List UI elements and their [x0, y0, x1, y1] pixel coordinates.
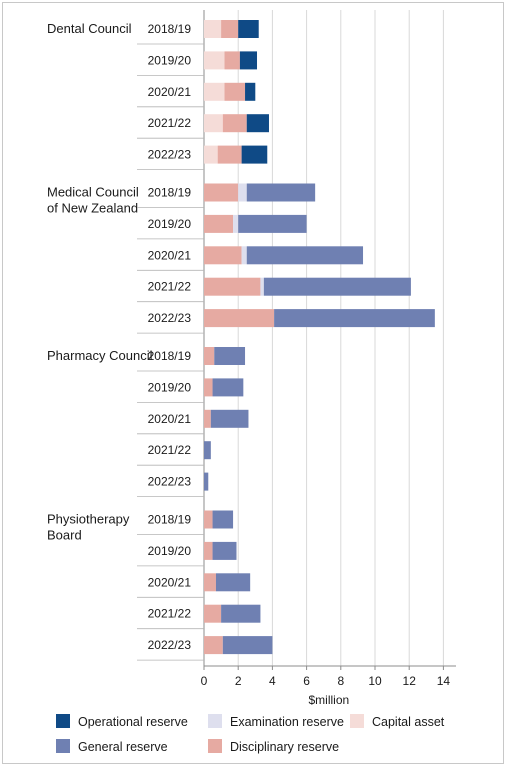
group-label: Dental Council	[47, 21, 132, 36]
bar-segment-capital-asset	[204, 82, 225, 101]
bar-segment-disciplinary-reserve	[204, 636, 223, 655]
bar-segment-operational-reserve	[238, 20, 259, 38]
legend-label: Disciplinary reserve	[230, 740, 339, 754]
bar-segment-capital-asset	[204, 20, 222, 38]
year-label: 2021/22	[148, 116, 192, 130]
bar-segment-disciplinary-reserve	[204, 246, 242, 265]
bar-segment-examination-reserve	[238, 183, 247, 202]
bar-segment-disciplinary-reserve	[204, 183, 239, 202]
bar-segment-examination-reserve	[260, 277, 264, 296]
bar-segment-disciplinary-reserve	[221, 20, 239, 38]
bar-segment-general-reserve	[212, 541, 237, 560]
legend-label: Examination reserve	[230, 715, 344, 729]
bar-segment-capital-asset	[204, 114, 223, 133]
year-label: 2019/20	[148, 380, 192, 394]
bar-segment-disciplinary-reserve	[217, 145, 242, 164]
group-label: Board	[47, 528, 82, 543]
bar-segment-disciplinary-reserve	[222, 114, 247, 133]
x-tick-label: 12	[403, 674, 417, 688]
legend-swatch-general-reserve	[56, 739, 70, 753]
legend-label: General reserve	[78, 740, 168, 754]
bar-segment-general-reserve	[263, 277, 411, 296]
year-label: 2019/20	[148, 53, 192, 67]
year-label: 2020/21	[148, 412, 192, 426]
bar-segment-disciplinary-reserve	[224, 82, 246, 101]
bar-segment-operational-reserve	[245, 82, 256, 101]
year-label: 2021/22	[148, 443, 192, 457]
bar-segment-general-reserve	[246, 183, 316, 202]
bar-segment-operational-reserve	[246, 114, 269, 133]
bar-segment-examination-reserve	[233, 214, 239, 233]
legend-label: Operational reserve	[78, 715, 188, 729]
bar-segment-operational-reserve	[241, 145, 268, 164]
bar-segment-operational-reserve	[239, 51, 258, 70]
bar-segment-general-reserve	[215, 573, 251, 592]
bar-segment-general-reserve	[204, 441, 211, 460]
group-label: Physiotherapy	[47, 512, 130, 527]
bar-segment-disciplinary-reserve	[204, 409, 211, 428]
bar-segment-capital-asset	[204, 51, 225, 70]
bar-segment-disciplinary-reserve	[204, 214, 234, 233]
bar-segment-disciplinary-reserve	[204, 604, 222, 623]
year-label: 2022/23	[148, 475, 192, 489]
year-label: 2022/23	[148, 638, 192, 652]
year-label: 2018/19	[148, 186, 192, 200]
year-label: 2021/22	[148, 280, 192, 294]
x-tick-label: 6	[303, 674, 310, 688]
legend-swatch-capital-asset	[350, 714, 364, 728]
bar-segment-disciplinary-reserve	[204, 541, 213, 560]
group-label: Medical Council	[47, 185, 139, 200]
bar-segment-disciplinary-reserve	[204, 277, 261, 296]
bar-segment-disciplinary-reserve	[204, 573, 216, 592]
bar-segment-general-reserve	[214, 347, 246, 365]
year-label: 2022/23	[148, 148, 192, 162]
year-label: 2018/19	[148, 349, 192, 363]
x-tick-label: 4	[269, 674, 276, 688]
year-label: 2018/19	[148, 22, 192, 36]
year-label: 2019/20	[148, 217, 192, 231]
year-label: 2020/21	[148, 85, 192, 99]
bar-segment-disciplinary-reserve	[204, 309, 275, 328]
x-tick-label: 8	[337, 674, 344, 688]
bar-segment-disciplinary-reserve	[224, 51, 240, 70]
year-label: 2020/21	[148, 248, 192, 262]
bar-segment-examination-reserve	[241, 246, 247, 265]
x-axis-title: $million	[308, 693, 349, 707]
bar-segment-capital-asset	[204, 145, 218, 164]
year-label: 2020/21	[148, 575, 192, 589]
bar-segment-disciplinary-reserve	[204, 378, 213, 397]
bar-segment-general-reserve	[246, 246, 364, 265]
year-label: 2018/19	[148, 513, 192, 527]
year-label: 2021/22	[148, 607, 192, 621]
bar-segment-general-reserve	[204, 472, 209, 491]
year-label: 2022/23	[148, 311, 192, 325]
x-tick-label: 2	[235, 674, 242, 688]
year-label: 2019/20	[148, 544, 192, 558]
bar-segment-disciplinary-reserve	[204, 347, 215, 365]
legend-label: Capital asset	[372, 715, 445, 729]
group-label: of New Zealand	[47, 201, 138, 216]
x-tick-label: 0	[201, 674, 208, 688]
bar-segment-general-reserve	[238, 214, 307, 233]
bar-segment-general-reserve	[212, 510, 234, 529]
legend-swatch-examination-reserve	[208, 714, 222, 728]
x-tick-label: 14	[437, 674, 451, 688]
x-tick-label: 10	[368, 674, 382, 688]
group-label: Pharmacy Council	[47, 348, 153, 363]
legend-swatch-disciplinary-reserve	[208, 739, 222, 753]
bar-segment-general-reserve	[274, 309, 435, 328]
bar-segment-disciplinary-reserve	[204, 510, 213, 529]
legend-swatch-operational-reserve	[56, 714, 70, 728]
bar-segment-general-reserve	[212, 378, 244, 397]
bar-segment-general-reserve	[210, 409, 249, 428]
bar-segment-general-reserve	[221, 604, 261, 623]
bar-segment-general-reserve	[222, 636, 273, 655]
